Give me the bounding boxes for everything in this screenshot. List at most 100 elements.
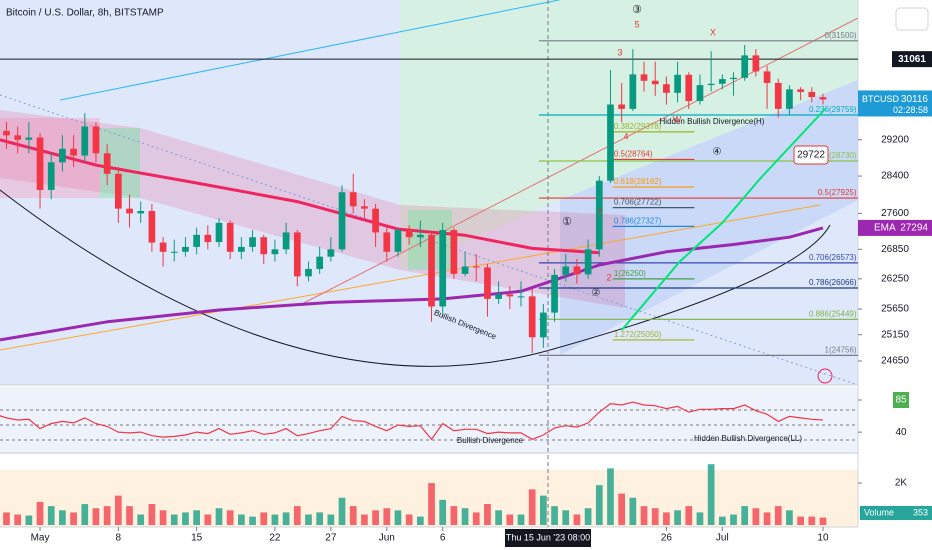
volume-bar xyxy=(159,510,167,525)
candle-body xyxy=(506,294,514,297)
candle-body xyxy=(540,312,547,338)
price-box xyxy=(892,51,932,68)
volume-bar xyxy=(338,497,346,525)
fib-label: 0.706(27722) xyxy=(614,198,662,207)
volume-bar xyxy=(730,514,737,525)
fib-label: 1(24756) xyxy=(825,345,857,354)
trend-line xyxy=(59,0,562,101)
annotation: ③ xyxy=(632,4,642,16)
annotation: ① xyxy=(562,216,572,228)
volume-bar xyxy=(674,510,681,525)
annotation: 1 xyxy=(597,206,602,216)
volume-bar xyxy=(517,514,525,525)
x-tick-label: Jun xyxy=(379,533,395,544)
candle-body xyxy=(137,211,145,214)
volume-bar xyxy=(25,515,33,525)
y-tick-label: 28400 xyxy=(881,171,909,182)
volume-bar xyxy=(316,512,324,525)
candle-body xyxy=(573,266,581,275)
candle-body xyxy=(696,85,704,102)
volume-bar xyxy=(238,514,245,525)
volume-bar xyxy=(718,516,726,525)
candle-body xyxy=(707,83,715,86)
candle-body xyxy=(595,180,603,250)
crosshair-label: Thu 15 Jun '23 08:00 xyxy=(506,532,590,542)
y-tick-label: 25150 xyxy=(881,329,909,340)
volume-box xyxy=(860,506,932,520)
volume-bar xyxy=(450,506,458,525)
symbol-label: BTCUSD xyxy=(862,94,900,104)
volume-bar xyxy=(59,510,66,525)
last-price-label: 30116 xyxy=(901,94,929,105)
candle-body xyxy=(752,55,760,72)
volume-bar xyxy=(14,514,22,525)
y-tick-label: 27600 xyxy=(881,208,909,219)
annotation: W xyxy=(673,114,682,124)
annotation: 29722 xyxy=(797,150,825,161)
annotation: Hidden Bullish Divergence(H) xyxy=(660,117,765,126)
fib-label: 0.786(27327) xyxy=(614,216,662,225)
fib-label: 0.236(29759) xyxy=(809,105,857,114)
volume-bar xyxy=(383,508,391,525)
y-tick-label: 25650 xyxy=(881,304,909,315)
candle-body xyxy=(640,74,648,81)
volume-bar xyxy=(584,508,592,525)
volume-bar xyxy=(551,506,558,525)
candle-body xyxy=(36,137,44,190)
volume-bar xyxy=(249,516,256,525)
fib-label: 0(31500) xyxy=(825,31,857,40)
volume-bar xyxy=(741,506,749,525)
rsi-box xyxy=(893,392,909,408)
candle-body xyxy=(450,230,458,274)
candle-body xyxy=(316,256,324,269)
rsi-tick-label: 40 xyxy=(895,427,907,438)
volume-bar xyxy=(92,508,100,525)
annotation: Bullish Divergence xyxy=(457,436,524,445)
fib-label: 0.618(28162) xyxy=(614,177,662,186)
volume-bar xyxy=(774,506,782,525)
candle-body xyxy=(81,126,89,156)
volume-bar xyxy=(607,468,614,525)
last-price-box xyxy=(858,90,932,117)
volume-bar xyxy=(170,514,178,525)
indicator-line xyxy=(0,138,600,255)
candle-body xyxy=(607,104,614,181)
fib-label: 0.706(26573) xyxy=(809,253,857,262)
candle-body xyxy=(260,237,268,255)
menu-button[interactable] xyxy=(895,7,929,31)
fib-label: 1.272(25050) xyxy=(614,330,662,339)
alert-icon[interactable] xyxy=(817,368,833,384)
candle-body xyxy=(484,267,491,299)
rsi-tick-label: 85 xyxy=(895,395,907,406)
volume-bar xyxy=(271,514,279,525)
volume-bar xyxy=(484,504,491,525)
candle-body xyxy=(786,89,793,109)
volume-bar xyxy=(148,504,156,525)
countdown-label: 02:28:58 xyxy=(893,105,928,115)
ema-box xyxy=(858,219,932,236)
candle-body xyxy=(47,162,55,190)
candle-body xyxy=(551,274,558,313)
rsi-line xyxy=(0,401,824,441)
volume-bar xyxy=(260,512,268,525)
annotation: X xyxy=(710,27,716,37)
trend-line xyxy=(0,204,821,351)
chart-title: Bitcoin / U.S. Dollar, 8h, BITSTAMP xyxy=(6,8,164,19)
candle-body xyxy=(495,294,502,299)
annotation: 2 xyxy=(606,272,611,282)
candle-body xyxy=(249,237,256,247)
channel-zone xyxy=(560,80,858,355)
candle-body xyxy=(293,232,301,277)
x-tick-label: 27 xyxy=(325,533,337,544)
candle-body xyxy=(797,89,804,92)
y-tick-label: 29200 xyxy=(881,134,909,145)
volume-bar xyxy=(70,512,77,525)
x-tick-label: 8 xyxy=(116,533,122,544)
fib-label: 0.5(28764) xyxy=(614,150,653,159)
candle-body xyxy=(461,266,469,274)
candle-body xyxy=(618,104,626,109)
candle-body xyxy=(271,249,279,255)
volume-bar xyxy=(786,510,793,525)
